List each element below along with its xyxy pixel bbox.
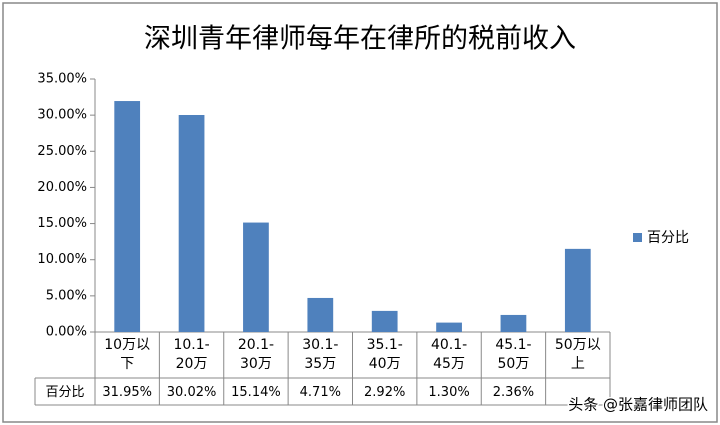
legend-swatch: [633, 233, 642, 242]
y-tick-label: 25.00%: [37, 144, 87, 159]
x-tick-label: 50万以上: [554, 337, 601, 372]
x-tick-label: 10.1-20万: [173, 337, 210, 372]
watermark: 头条 @张嘉律师团队: [568, 396, 708, 414]
bar: [436, 322, 462, 332]
data-label: 31.95%: [102, 385, 152, 400]
y-tick-label: 35.00%: [37, 72, 87, 87]
bar: [564, 248, 591, 332]
bar: [307, 297, 334, 332]
x-tick-label: 30.1-35万: [302, 337, 339, 372]
x-tick-label: 20.1-30万: [237, 337, 275, 372]
y-tick-label: 5.00%: [46, 288, 87, 303]
table-row-header: 百分比: [45, 385, 84, 400]
chart-title: 深圳青年律师每年在律所的税前收入: [144, 24, 576, 55]
data-label: 2.36%: [493, 385, 534, 400]
x-tick-label: 45.1-50万: [495, 337, 532, 372]
data-label: 1.30%: [428, 385, 469, 400]
bar: [500, 314, 527, 332]
y-tick-label: 15.00%: [37, 216, 87, 231]
x-tick-label: 10万以下: [104, 337, 151, 372]
data-label: 30.02%: [167, 385, 217, 400]
y-tick-label: 10.00%: [37, 252, 87, 267]
bar: [243, 222, 269, 332]
bar: [178, 114, 205, 332]
y-tick-label: 20.00%: [37, 180, 87, 195]
bar: [114, 101, 141, 332]
data-label: 4.71%: [300, 385, 341, 400]
bar: [371, 310, 398, 332]
data-label: 2.92%: [364, 385, 405, 400]
x-tick-label: 35.1-40万: [366, 337, 403, 372]
y-tick-label: 30.00%: [37, 108, 87, 123]
x-tick-label: 40.1-45万: [430, 337, 468, 372]
y-tick-label: 0.00%: [46, 325, 87, 340]
data-label: 15.14%: [231, 385, 281, 400]
legend-label: 百分比: [647, 230, 689, 246]
